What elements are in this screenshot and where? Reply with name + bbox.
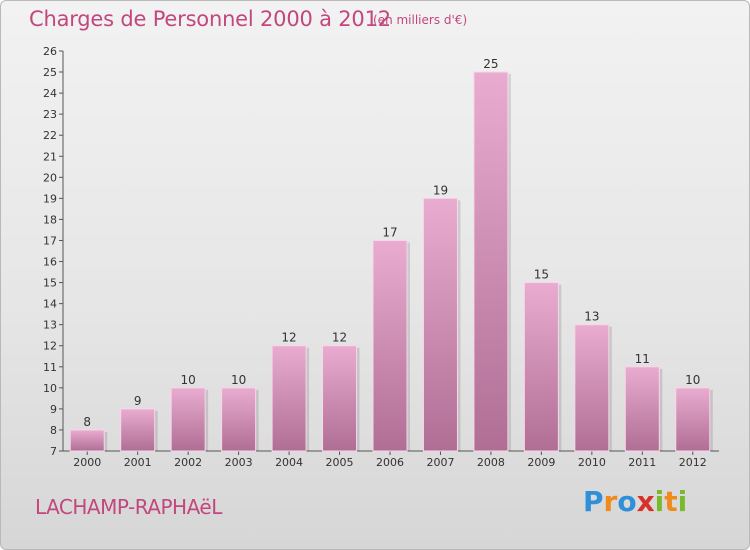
data-label: 9 <box>134 394 142 408</box>
bar-series <box>69 71 713 452</box>
y-tick-label: 19 <box>43 192 57 205</box>
chart-axes: 7 8 9 10 11 12 13 14 15 16 17 18 19 20 21 22 23 24 25 26 200… <box>43 45 719 469</box>
bar <box>675 387 711 452</box>
y-tick-label: 22 <box>43 129 57 142</box>
x-tick-label: 2001 <box>124 456 152 469</box>
bar <box>473 71 509 452</box>
bar <box>372 239 408 452</box>
y-tick-label: 14 <box>43 298 57 311</box>
bar <box>322 345 358 452</box>
bar <box>120 408 156 452</box>
bar <box>69 429 105 452</box>
y-tick-label: 15 <box>43 277 57 290</box>
bar <box>422 197 458 452</box>
y-tick-label: 18 <box>43 213 57 226</box>
bar <box>170 387 206 452</box>
data-label: 12 <box>281 331 296 345</box>
y-tick-label: 25 <box>43 66 57 79</box>
y-tick-label: 20 <box>43 171 57 184</box>
bar <box>624 366 660 452</box>
data-label: 13 <box>584 310 599 324</box>
data-label: 11 <box>635 352 650 366</box>
y-tick-label: 17 <box>43 234 57 247</box>
proxiti-logo: Proxiti <box>583 485 687 518</box>
y-tick-label: 7 <box>50 445 57 458</box>
commune-name: LACHAMP-RAPHAëL <box>35 495 222 519</box>
x-tick-label: 2012 <box>679 456 707 469</box>
data-label: 10 <box>181 373 196 387</box>
chart-subtitle: (en milliers d'€) <box>373 13 468 27</box>
y-tick-label: 24 <box>43 87 57 100</box>
x-tick-label: 2011 <box>628 456 656 469</box>
logo-letter: i <box>654 485 665 518</box>
data-label: 10 <box>231 373 246 387</box>
y-tick-label: 9 <box>50 403 57 416</box>
logo-letter: t <box>664 485 678 518</box>
x-tick-label: 2000 <box>73 456 101 469</box>
x-tick-label: 2008 <box>477 456 505 469</box>
bar <box>221 387 257 452</box>
y-tick-label: 23 <box>43 108 57 121</box>
data-label: 10 <box>685 373 700 387</box>
x-tick-label: 2009 <box>527 456 555 469</box>
y-tick-label: 21 <box>43 150 57 163</box>
data-label: 12 <box>332 331 347 345</box>
x-tick-label: 2004 <box>275 456 303 469</box>
data-label: 25 <box>483 57 498 71</box>
data-label: 19 <box>433 183 448 197</box>
y-tick-label: 12 <box>43 340 57 353</box>
x-tick-label: 2006 <box>376 456 404 469</box>
x-tick-label: 2005 <box>326 456 354 469</box>
data-label: 15 <box>534 268 549 282</box>
data-label: 17 <box>382 225 397 239</box>
x-tick-label: 2002 <box>174 456 202 469</box>
logo-letter: x <box>636 485 655 518</box>
bar <box>523 282 559 452</box>
y-tick-label: 26 <box>43 45 57 58</box>
y-tick-label: 16 <box>43 256 57 269</box>
y-tick-label: 8 <box>50 424 57 437</box>
logo-letter: P <box>583 485 604 518</box>
x-tick-label: 2003 <box>225 456 253 469</box>
chart-title: Charges de Personnel 2000 à 2012 <box>29 7 391 31</box>
y-tick-label: 10 <box>43 382 57 395</box>
data-label: 8 <box>83 415 91 429</box>
y-tick-label: 13 <box>43 319 57 332</box>
logo-letter: r <box>603 485 618 518</box>
logo-letter: i <box>677 485 688 518</box>
y-tick-label: 11 <box>43 361 57 374</box>
x-tick-label: 2010 <box>578 456 606 469</box>
x-tick-label: 2007 <box>426 456 454 469</box>
data-labels: 8 9 10 10 12 12 17 19 25 15 13 11 10 <box>83 57 700 429</box>
bar <box>271 345 307 452</box>
logo-letter: o <box>617 485 637 518</box>
bar <box>574 324 610 452</box>
